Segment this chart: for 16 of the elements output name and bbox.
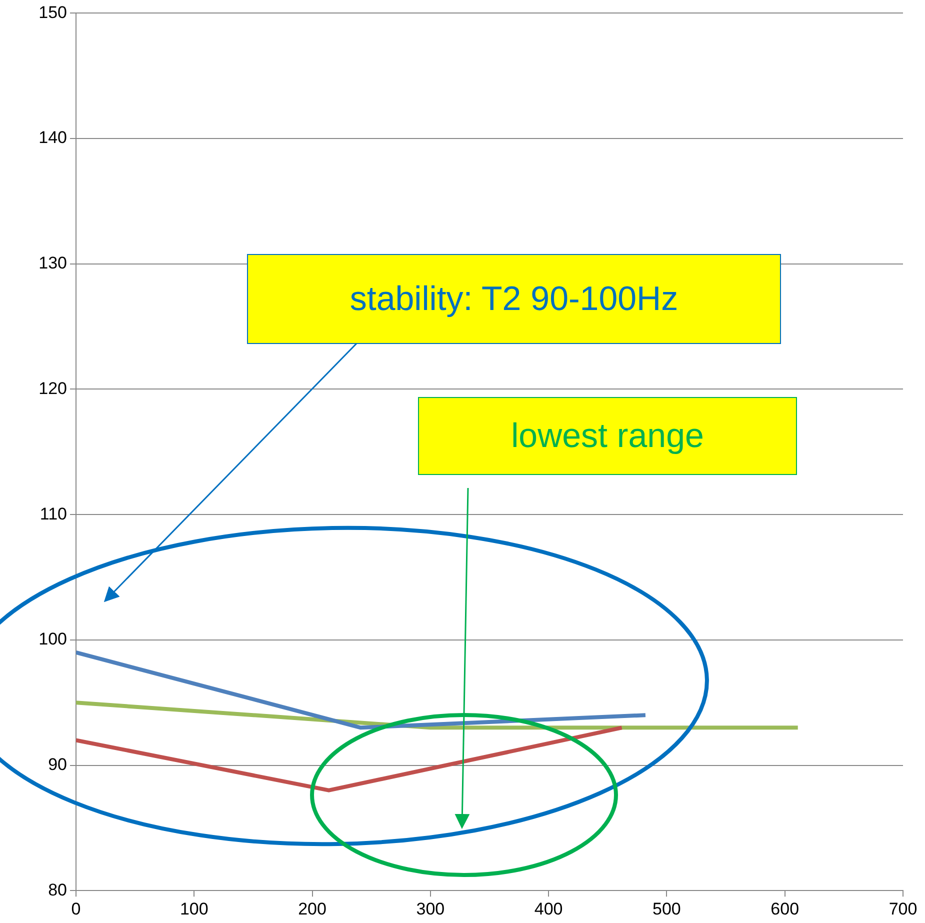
y-tick-label: 140	[38, 128, 67, 148]
y-tick-label: 120	[38, 378, 67, 398]
x-tick-label: 300	[416, 899, 445, 918]
x-tick-label: 600	[770, 899, 800, 918]
x-tick-label: 500	[652, 899, 681, 918]
x-tick-label: 400	[534, 899, 563, 918]
y-tick-label: 110	[40, 504, 67, 524]
y-tick-label: 100	[38, 630, 67, 649]
y-tick-label: 150	[38, 2, 67, 22]
y-tick-label: 90	[48, 754, 67, 774]
x-tick-label: 700	[888, 899, 918, 918]
y-tick-label: 80	[48, 880, 67, 900]
x-tick-label: 0	[71, 899, 81, 918]
y-tick-label: 130	[38, 254, 67, 273]
x-tick-label: 100	[180, 899, 208, 918]
x-tick-label: 200	[298, 899, 326, 918]
